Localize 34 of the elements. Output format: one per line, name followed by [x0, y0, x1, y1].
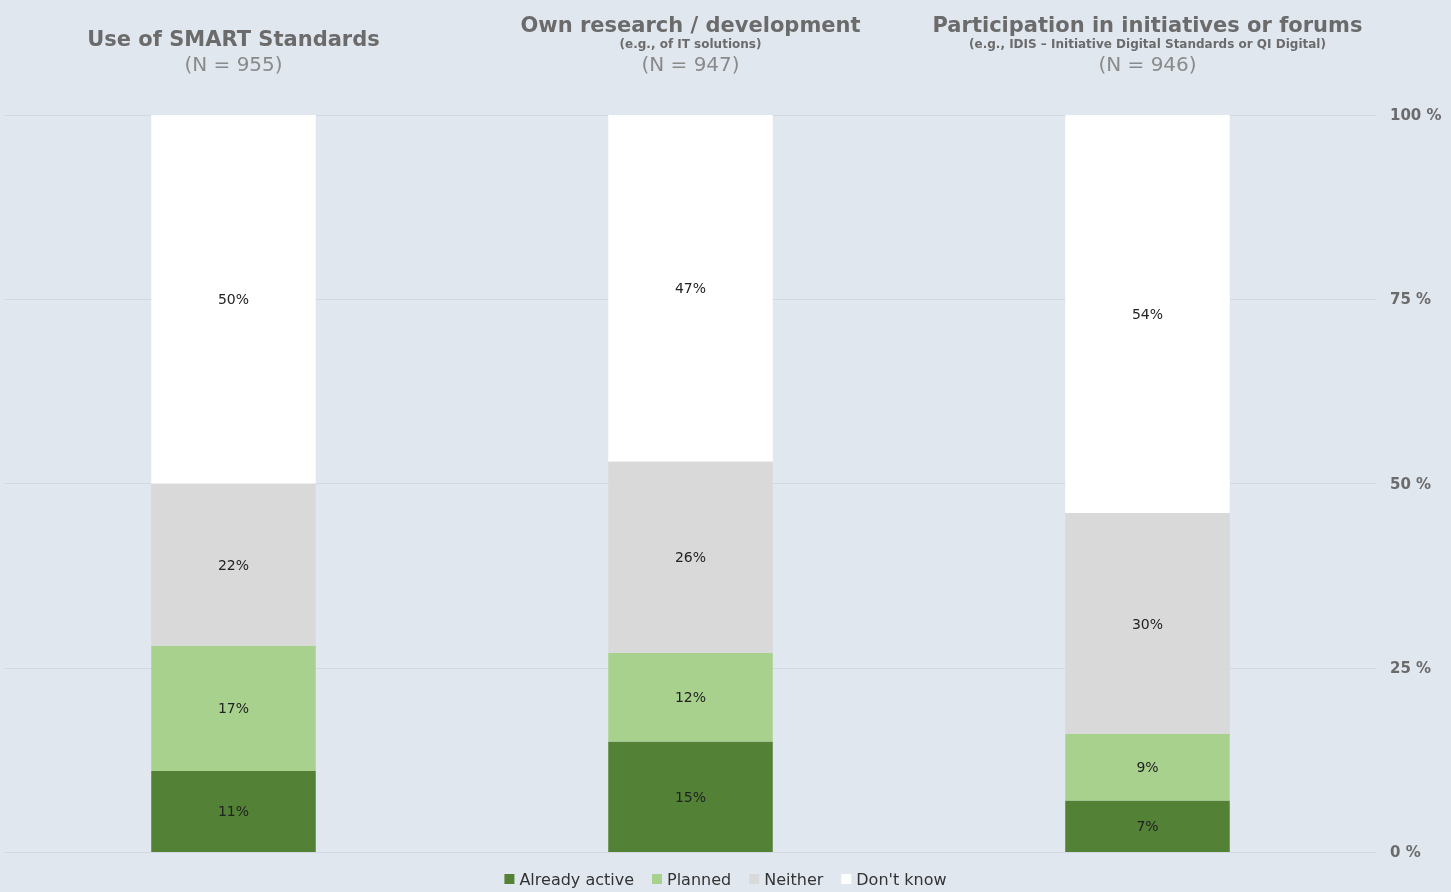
bar	[151, 770, 316, 852]
bar	[151, 115, 316, 484]
bar	[608, 653, 773, 742]
y-tick-label: 0 %	[1390, 843, 1421, 861]
data-label: 9%	[1136, 759, 1159, 776]
data-label: 17%	[217, 700, 250, 717]
y-tick-label: 25 %	[1390, 658, 1432, 677]
data-label: 50%	[217, 291, 250, 308]
y-tick-label: 100 %	[1390, 106, 1442, 124]
bar	[608, 741, 773, 852]
data-label: 54%	[1131, 305, 1164, 322]
bar	[1065, 800, 1230, 852]
y-tick-label: 75 %	[1390, 290, 1432, 309]
bar	[1065, 734, 1230, 801]
bar	[151, 483, 316, 646]
data-label: 47%	[674, 280, 707, 297]
data-label: 22%	[217, 556, 250, 573]
data-label: 11%	[217, 803, 250, 820]
bar	[151, 645, 316, 771]
x-tick-label: Use of SMART Standards (N = 955)	[87, 27, 380, 76]
bar	[1065, 115, 1230, 513]
data-label: 12%	[674, 689, 707, 706]
x-tick-label: Participation in initiatives or forums (e.g., IDIS – Initiative Digital Standards or QI Digital) (N = 946)	[932, 13, 1363, 76]
legend-label: Planned	[667, 869, 732, 889]
legend-label: Already active	[519, 869, 635, 889]
data-label: 7%	[1136, 818, 1159, 835]
x-tick-label: Own research / development (e.g., of IT solutions) (N = 947)	[520, 13, 861, 76]
legend-label: Neither	[764, 869, 824, 889]
legend-label: Don't know	[856, 869, 947, 889]
y-tick-label: 50 %	[1390, 474, 1432, 493]
data-label: 26%	[674, 549, 707, 566]
bar	[608, 115, 773, 462]
data-label: 30%	[1131, 615, 1164, 632]
data-label: 15%	[674, 788, 707, 805]
